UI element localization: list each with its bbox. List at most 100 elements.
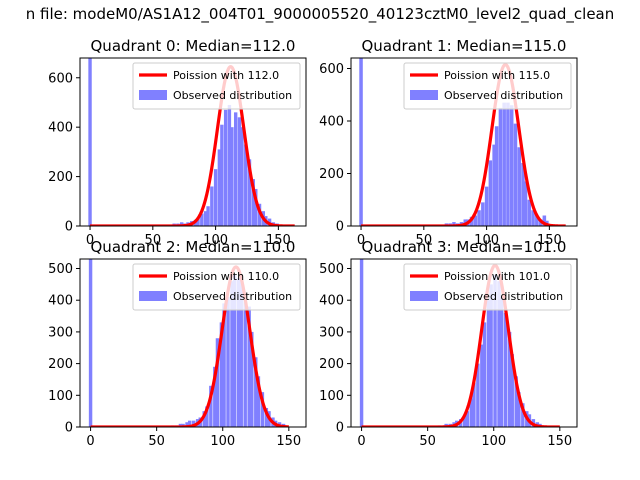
y-tick-label: 200	[319, 357, 344, 372]
x-tick-label: 150	[266, 233, 291, 248]
subplot-title-group: Quadrant 2: Median=110.0	[91, 238, 296, 256]
histogram-bar	[484, 186, 489, 226]
legend-fit-label: Poission with 112.0	[173, 69, 279, 82]
histogram-bar	[213, 366, 217, 427]
subplot-quadrant-0: 0 200 400 600 0 50 100 150 Poission with 112.0 Ob…	[48, 57, 307, 248]
y-tick-label: 200	[48, 357, 73, 372]
y-tick-label: 500	[319, 262, 344, 277]
histogram-bar	[247, 306, 251, 427]
histogram-bar	[236, 278, 241, 427]
histogram-bar	[472, 382, 476, 427]
y-tick-label: 0	[336, 421, 344, 436]
histogram-bar	[223, 109, 228, 226]
histogram-bars	[359, 259, 546, 427]
subplot-title: Quadrant 3: Median=101.0	[362, 238, 567, 256]
y-tick-label: 300	[319, 325, 344, 340]
y-tick-label: 200	[319, 167, 344, 182]
histogram-bar	[240, 127, 244, 226]
x-tick-label: 0	[357, 233, 365, 248]
histogram-bar	[250, 331, 254, 427]
y-tick-label: 600	[319, 62, 344, 77]
histogram-bar	[521, 403, 525, 427]
histogram-bar	[513, 123, 518, 226]
y-tick-label: 200	[48, 170, 73, 185]
histogram-bar	[251, 179, 255, 226]
histogram-bar	[185, 422, 189, 427]
y-tick-label: 400	[48, 294, 73, 309]
histogram-bar	[486, 300, 491, 427]
histogram-bar	[531, 210, 535, 226]
subplot-title: Quadrant 1: Median=115.0	[362, 37, 567, 55]
y-tick-label: 600	[48, 71, 73, 86]
histogram-bar	[498, 107, 503, 226]
histogram-bar	[239, 281, 243, 427]
histogram-bar	[244, 144, 248, 226]
legend-box	[403, 62, 572, 110]
histogram-bar	[237, 117, 242, 226]
x-tick-label: 50	[416, 233, 433, 248]
y-tick-label: 0	[336, 220, 344, 235]
axes-frame	[79, 258, 307, 428]
histogram-bar	[233, 112, 238, 226]
histogram-bar	[210, 186, 214, 226]
poisson-fit-line	[89, 65, 296, 226]
x-tick-label: 50	[145, 233, 162, 248]
legend-hist-swatch	[410, 291, 438, 301]
histogram-bar	[254, 188, 258, 226]
histogram-bar	[476, 363, 480, 427]
histogram-bar	[452, 222, 456, 226]
histogram-bar	[502, 102, 506, 226]
subplot-quadrant-2: 0 100 200 300 400 500 0 50 100 150 Poission with 1…	[48, 258, 307, 449]
legend-box	[403, 263, 572, 311]
y-tick-label: 400	[48, 121, 73, 136]
x-tick-label: 100	[210, 434, 235, 449]
subplot-quadrant-3: 0 100 200 300 400 500 0 50 100 150 Poission with 1…	[319, 258, 578, 449]
histogram-bar	[469, 398, 473, 427]
histogram-bar	[462, 415, 467, 427]
legend-hist-swatch	[410, 90, 438, 100]
histogram-bar	[88, 58, 92, 226]
subplot-title-group: Quadrant 1: Median=115.0	[362, 37, 567, 55]
legend-fit-label: Poission with 110.0	[173, 270, 279, 283]
histogram-bar	[205, 406, 209, 427]
subplot-quadrant-1: 0 200 400 600 0 50 100 150 Poission with 115.0 Ob…	[319, 57, 578, 248]
figure-suptitle: n file: modeM0/AS1A12_004T01_9000005520_…	[26, 5, 615, 24]
legend-hist-swatch	[139, 291, 167, 301]
histogram-bar	[227, 104, 232, 226]
axes-frame	[79, 57, 307, 227]
histogram-bar	[247, 159, 252, 226]
subplot-grid: 0 200 400 600 0 50 100 150 Poission with 112.0 Ob…	[48, 37, 578, 449]
legend-fit-label: Poission with 115.0	[444, 69, 550, 82]
x-tick-label: 100	[203, 233, 228, 248]
histogram-bar	[202, 411, 206, 427]
x-tick-label: 0	[357, 434, 365, 449]
legend: Poission with 115.0 Observed distribution	[403, 62, 572, 110]
histogram-bar	[489, 284, 493, 427]
histogram-bar	[492, 144, 496, 226]
legend-hist-label: Observed distribution	[173, 290, 292, 303]
histogram-bar	[497, 281, 501, 427]
histogram-bars	[359, 58, 549, 226]
x-tick-label: 150	[537, 233, 562, 248]
histogram-bar	[219, 322, 224, 427]
histogram-bar	[206, 206, 210, 226]
histogram-bar	[488, 160, 493, 226]
x-tick-label: 150	[547, 434, 572, 449]
histogram-bar	[494, 126, 499, 226]
histogram-bar	[217, 149, 222, 226]
histogram-bar	[542, 215, 547, 226]
axes-frame	[350, 57, 578, 227]
histogram-bar	[503, 312, 508, 427]
legend-box	[132, 62, 301, 110]
histogram-bar	[527, 199, 532, 226]
histogram-bar	[180, 222, 184, 226]
histogram-bar	[256, 376, 261, 427]
legend-fit-label: Poission with 101.0	[444, 270, 550, 283]
y-tick-label: 400	[319, 115, 344, 130]
poisson-fit-line	[360, 62, 567, 226]
histogram-bar	[514, 376, 518, 427]
histogram-bar	[196, 218, 200, 226]
poisson-fit-line	[360, 263, 561, 427]
histogram-bar	[473, 215, 478, 226]
